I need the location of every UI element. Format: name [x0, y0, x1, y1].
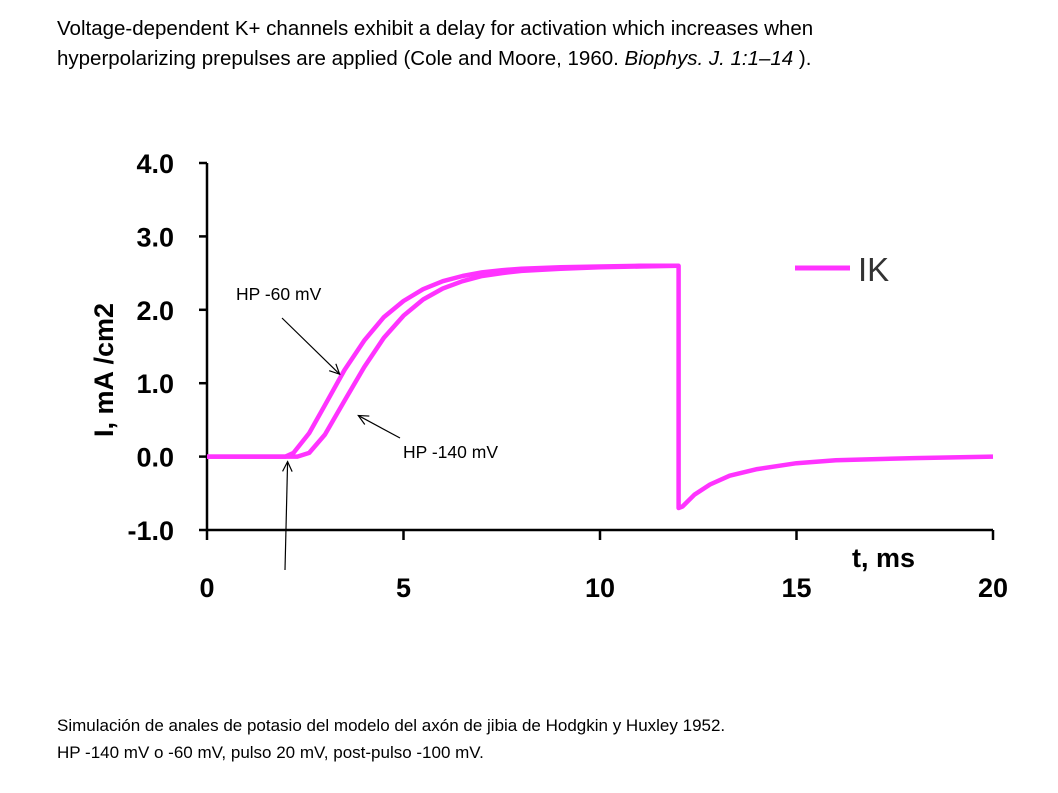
chart-curves: [207, 263, 994, 511]
caption-line-2-text: hyperpolarizing prepulses are applied (C…: [57, 47, 625, 70]
x-axis-label: t, ms: [852, 543, 915, 573]
y-tick-label: 0.0: [136, 443, 174, 473]
legend: IK: [795, 251, 889, 288]
footer-line-1: Simulación de anales de potasio del mode…: [57, 716, 726, 735]
y-tick-label: 3.0: [136, 222, 174, 252]
x-tick-label: 20: [978, 573, 1008, 603]
annotations: HP -60 mV HP -140 mV: [236, 284, 498, 571]
y-tick-label: 4.0: [136, 149, 174, 179]
caption-line-1: Voltage-dependent K+ channels exhibit a …: [57, 17, 814, 40]
arrow-hp-60: [281, 317, 341, 375]
arrow-onset: [284, 461, 289, 571]
annotation-hp-140: HP -140 mV: [403, 442, 498, 462]
y-axis-label: I, mA /cm2: [89, 303, 119, 437]
caption-line-2-end: ).: [793, 47, 812, 70]
figure-caption-top: Voltage-dependent K+ channels exhibit a …: [57, 14, 1047, 74]
arrow-onset-head: [282, 460, 293, 472]
legend-label-ik: IK: [858, 251, 889, 288]
footer-line-2: HP -140 mV o -60 mV, pulso 20 mV, post-p…: [57, 743, 484, 762]
chart-axes: [199, 161, 995, 540]
x-tick-label: 0: [199, 573, 214, 603]
arrow-hp-140-head: [357, 414, 370, 425]
x-tick-label: 10: [585, 573, 615, 603]
annotation-hp-60: HP -60 mV: [236, 284, 322, 304]
ik-curve-hp-60: [207, 263, 994, 511]
y-tick-label: -1.0: [127, 516, 174, 546]
caption-journal-ref: Biophys. J. 1:1–14: [624, 47, 794, 70]
ik-curve-hp-140: [207, 263, 679, 459]
y-tick-label: 2.0: [136, 296, 174, 326]
x-tick-label: 15: [781, 573, 811, 603]
x-tick-label: 5: [396, 573, 411, 603]
arrow-hp-60-head: [328, 363, 341, 376]
figure-caption-bottom: Simulación de anales de potasio del mode…: [57, 712, 1047, 766]
chart-tick-labels: -1.0 0.0 1.0 2.0 3.0 4.0 0 5 10 15 20: [127, 149, 1008, 603]
caption-line-2: hyperpolarizing prepulses are applied (C…: [57, 44, 1047, 74]
arrow-hp-140: [358, 415, 401, 439]
y-tick-label: 1.0: [136, 369, 174, 399]
